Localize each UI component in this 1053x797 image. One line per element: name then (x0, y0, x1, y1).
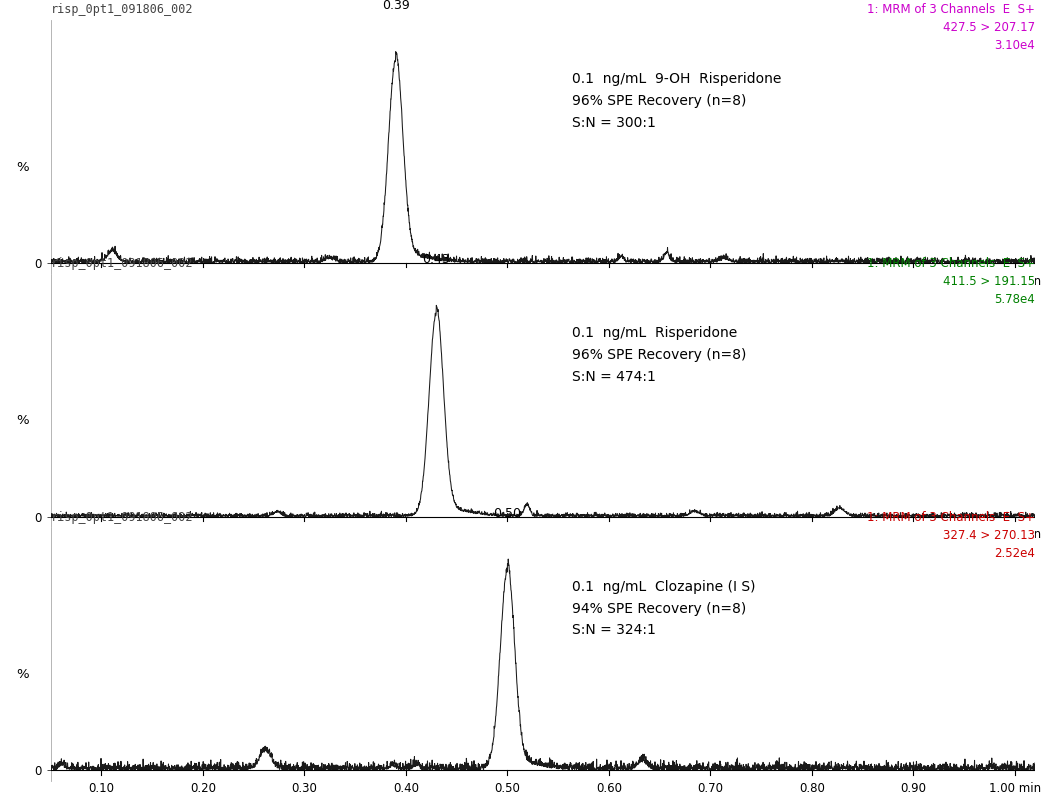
Text: 0.40: 0.40 (393, 528, 419, 541)
Text: 0.70: 0.70 (697, 275, 723, 288)
Text: 1: MRM of 3 Channels  E  S+
411.5 > 191.15
5.78e4: 1: MRM of 3 Channels E S+ 411.5 > 191.15… (868, 257, 1035, 306)
Text: risp_0pt1_091806_002: risp_0pt1_091806_002 (51, 257, 193, 270)
Text: risp_0pt1_091806_002: risp_0pt1_091806_002 (51, 511, 193, 524)
Text: 0.30: 0.30 (292, 528, 317, 541)
Text: 0.90: 0.90 (900, 528, 927, 541)
Text: 1.00 min: 1.00 min (989, 275, 1040, 288)
Text: 0.80: 0.80 (799, 528, 824, 541)
Y-axis label: %: % (17, 414, 29, 427)
Text: 0.60: 0.60 (596, 528, 622, 541)
Text: 0.43: 0.43 (422, 253, 450, 266)
Text: 0.70: 0.70 (697, 528, 723, 541)
Y-axis label: %: % (17, 668, 29, 681)
Text: 0.60: 0.60 (596, 782, 622, 795)
Text: 0.1  ng/mL  Risperidone
96% SPE Recovery (n=8)
S:N = 474:1: 0.1 ng/mL Risperidone 96% SPE Recovery (… (573, 326, 747, 383)
Text: 0.40: 0.40 (393, 275, 419, 288)
Text: 0.39: 0.39 (382, 0, 410, 12)
Text: 1: MRM of 3 Channels  E  S+
327.4 > 270.13
2.52e4: 1: MRM of 3 Channels E S+ 327.4 > 270.13… (868, 511, 1035, 559)
Text: 0.80: 0.80 (799, 275, 824, 288)
Text: 0.50: 0.50 (494, 528, 520, 541)
Text: 0.90: 0.90 (900, 782, 927, 795)
Text: 0.10: 0.10 (88, 275, 115, 288)
Text: 1: MRM of 3 Channels  E  S+
427.5 > 207.17
3.10e4: 1: MRM of 3 Channels E S+ 427.5 > 207.17… (868, 3, 1035, 53)
Text: 0.1  ng/mL  Clozapine (I S)
94% SPE Recovery (n=8)
S:N = 324:1: 0.1 ng/mL Clozapine (I S) 94% SPE Recove… (573, 580, 756, 638)
Text: 0.70: 0.70 (697, 782, 723, 795)
Text: 0.30: 0.30 (292, 782, 317, 795)
Text: 0.50: 0.50 (494, 275, 520, 288)
Text: 0.50: 0.50 (494, 782, 520, 795)
Y-axis label: %: % (17, 160, 29, 174)
Text: 1.00 min: 1.00 min (989, 528, 1040, 541)
Text: 0.50: 0.50 (493, 507, 521, 520)
Text: 0.20: 0.20 (190, 782, 216, 795)
Text: 0.20: 0.20 (190, 275, 216, 288)
Text: 0.40: 0.40 (393, 782, 419, 795)
Text: 0.10: 0.10 (88, 782, 115, 795)
Text: 0.1  ng/mL  9-OH  Risperidone
96% SPE Recovery (n=8)
S:N = 300:1: 0.1 ng/mL 9-OH Risperidone 96% SPE Recov… (573, 73, 781, 130)
Text: 1.00 min: 1.00 min (989, 782, 1040, 795)
Text: 0.60: 0.60 (596, 275, 622, 288)
Text: 0.10: 0.10 (88, 528, 115, 541)
Text: 0.90: 0.90 (900, 275, 927, 288)
Text: risp_0pt1_091806_002: risp_0pt1_091806_002 (51, 3, 193, 17)
Text: 0.20: 0.20 (190, 528, 216, 541)
Text: 0.30: 0.30 (292, 275, 317, 288)
Text: 0.80: 0.80 (799, 782, 824, 795)
